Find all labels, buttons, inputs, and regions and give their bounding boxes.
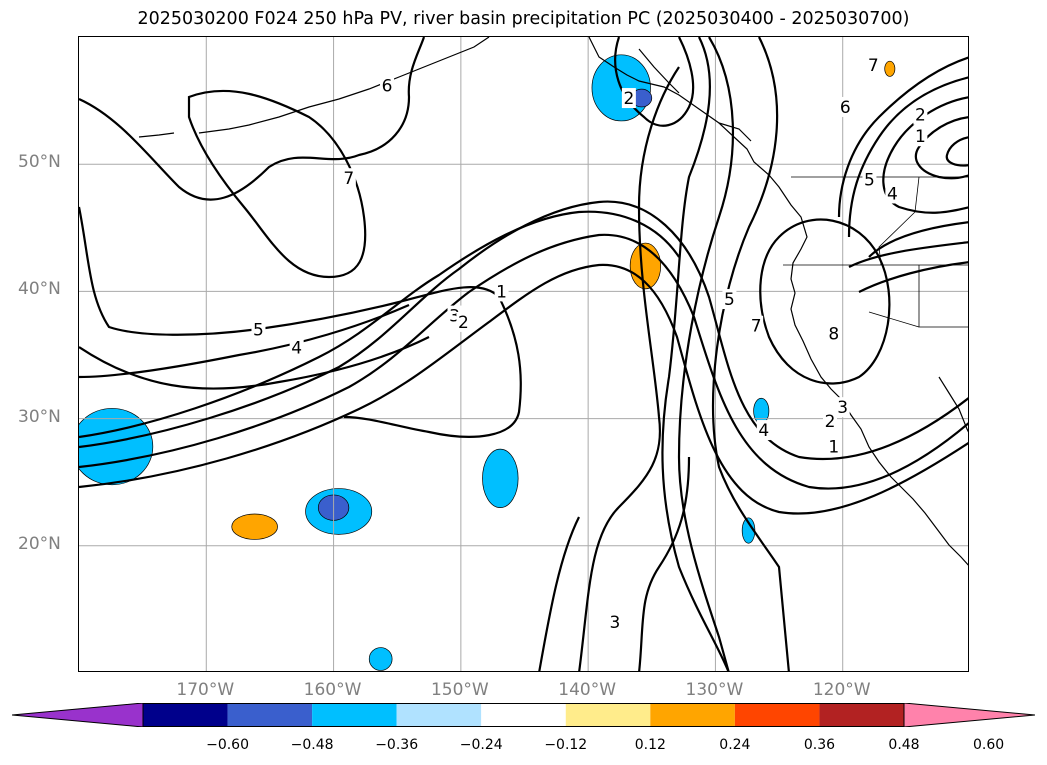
colorbar-tick-3: −0.24 bbox=[459, 737, 503, 753]
contour-label-bg-11 bbox=[913, 126, 928, 147]
lon-label-3: 140°W bbox=[558, 680, 617, 700]
contour-label-bg-2 bbox=[251, 319, 266, 340]
lon-label-5: 120°W bbox=[812, 680, 871, 700]
contour-label-bg-8 bbox=[866, 54, 881, 75]
colorbar-tick-2: −0.36 bbox=[375, 737, 419, 753]
contour-label-bg-17 bbox=[756, 420, 771, 441]
contour-label-bg-9 bbox=[838, 96, 853, 117]
contour-label-4: 3 bbox=[449, 307, 460, 327]
contour-label-17: 4 bbox=[758, 421, 769, 441]
contour-label-bg-13 bbox=[885, 183, 900, 204]
contour-label-5: 2 bbox=[458, 313, 469, 333]
lat-label-1: 40°N bbox=[18, 279, 61, 300]
contour-label-14: 5 bbox=[724, 290, 735, 310]
lat-label-2: 30°N bbox=[18, 406, 61, 427]
colorbar-segment-1 bbox=[143, 703, 228, 727]
shaded-area-2 bbox=[884, 60, 896, 77]
contour-label-10: 2 bbox=[915, 106, 926, 126]
contour-label-bg-19 bbox=[822, 411, 837, 432]
contour-label-bg-6 bbox=[494, 281, 509, 302]
lon-label-1: 160°W bbox=[303, 680, 362, 700]
colorbar-segment-3 bbox=[312, 703, 397, 727]
colorbar-tick-8: 0.48 bbox=[888, 737, 920, 753]
contour-label-12: 5 bbox=[864, 170, 875, 190]
colorbar-segment-5 bbox=[481, 703, 566, 727]
contour-label-15: 7 bbox=[751, 317, 762, 337]
contour-label-bg-3 bbox=[289, 337, 304, 358]
colorbar-segment-7 bbox=[650, 703, 735, 727]
lon-label-4: 130°W bbox=[685, 680, 744, 700]
contour-label-1: 7 bbox=[343, 169, 354, 189]
colorbar-extend-high bbox=[903, 703, 1035, 727]
contour-label-11: 1 bbox=[915, 127, 926, 147]
contour-label-bg-15 bbox=[749, 315, 764, 336]
colorbar-segment-6 bbox=[565, 703, 651, 727]
contour-label-21: 3 bbox=[609, 613, 620, 633]
colorbar-tick-9: 0.60 bbox=[972, 737, 1005, 753]
colorbar-segment-9 bbox=[819, 703, 904, 727]
colorbar-extend-low bbox=[12, 703, 144, 727]
contour-label-7: 2 bbox=[623, 89, 634, 109]
contour-label-bg-12 bbox=[862, 169, 877, 190]
colorbar-tick-5: 0.12 bbox=[634, 737, 666, 753]
map-title: 2025030200 F024 250 hPa PV, river basin … bbox=[137, 9, 910, 29]
contour-label-bg-14 bbox=[722, 289, 737, 310]
contour-label-16: 8 bbox=[828, 324, 839, 344]
shaded-area-4 bbox=[753, 397, 770, 425]
contour-label-2: 5 bbox=[253, 321, 264, 341]
contour-label-19: 2 bbox=[825, 412, 836, 432]
contour-label-bg-7 bbox=[621, 88, 636, 109]
contour-label-8: 7 bbox=[868, 56, 879, 76]
colorbar-tick-0: −0.60 bbox=[206, 737, 249, 753]
colorbar-segment-4 bbox=[396, 703, 482, 727]
colorbar-tick-1: −0.48 bbox=[290, 737, 334, 753]
colorbar-tick-4: −0.12 bbox=[544, 737, 588, 753]
shaded-area-7 bbox=[231, 513, 278, 540]
contour-label-bg-20 bbox=[826, 436, 841, 457]
graticule bbox=[79, 37, 968, 671]
lon-label-2: 150°W bbox=[430, 680, 489, 700]
colorbar-tick-7: 0.36 bbox=[803, 737, 836, 753]
contour-label-bg-5 bbox=[456, 311, 471, 332]
coastlines bbox=[138, 37, 968, 566]
shaded-area-11 bbox=[368, 647, 393, 671]
contour-label-bg-18 bbox=[835, 397, 850, 418]
lat-label-0: 50°N bbox=[18, 152, 61, 173]
contour-label-3: 4 bbox=[291, 338, 302, 358]
contour-label-6: 1 bbox=[496, 282, 507, 302]
pv-contours bbox=[79, 37, 968, 671]
lat-label-3: 20°N bbox=[18, 533, 61, 554]
contour-label-0: 6 bbox=[382, 76, 393, 96]
contour-label-20: 1 bbox=[828, 438, 839, 458]
contour-label-bg-1 bbox=[341, 168, 356, 189]
contour-label-13: 4 bbox=[887, 184, 898, 204]
contour-label-18: 3 bbox=[837, 398, 848, 418]
contour-label-bg-21 bbox=[607, 612, 622, 633]
colorbar-tick-6: 0.24 bbox=[719, 737, 751, 753]
colorbar bbox=[12, 703, 1035, 727]
shaded-area-6 bbox=[482, 448, 519, 508]
colorbar-segment-2 bbox=[227, 703, 313, 727]
lon-label-0: 170°W bbox=[176, 680, 235, 700]
colorbar-segment-8 bbox=[734, 703, 820, 727]
contour-label-9: 6 bbox=[840, 98, 851, 118]
contour-label-bg-16 bbox=[826, 323, 841, 344]
contour-label-bg-10 bbox=[913, 104, 928, 125]
contour-label-bg-0 bbox=[380, 75, 395, 96]
